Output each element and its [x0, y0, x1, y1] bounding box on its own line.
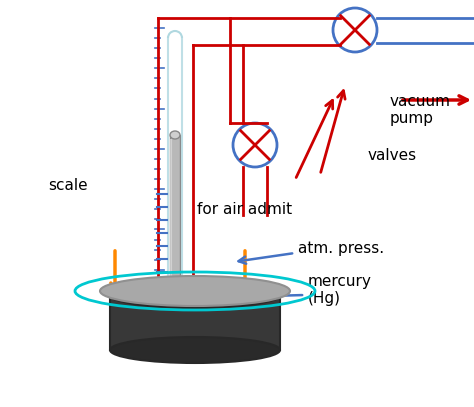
Ellipse shape [110, 337, 280, 363]
Text: mercury
(Hg): mercury (Hg) [308, 274, 372, 306]
Bar [170, 135, 180, 300]
Text: atm. press.: atm. press. [298, 241, 384, 256]
Bar [110, 295, 280, 350]
Text: vacuum
pump: vacuum pump [390, 94, 451, 126]
Text: scale: scale [48, 177, 88, 193]
Ellipse shape [170, 131, 180, 139]
Text: for air admit: for air admit [198, 203, 292, 217]
Ellipse shape [110, 282, 280, 308]
Ellipse shape [100, 276, 290, 306]
Text: valves: valves [368, 147, 417, 162]
